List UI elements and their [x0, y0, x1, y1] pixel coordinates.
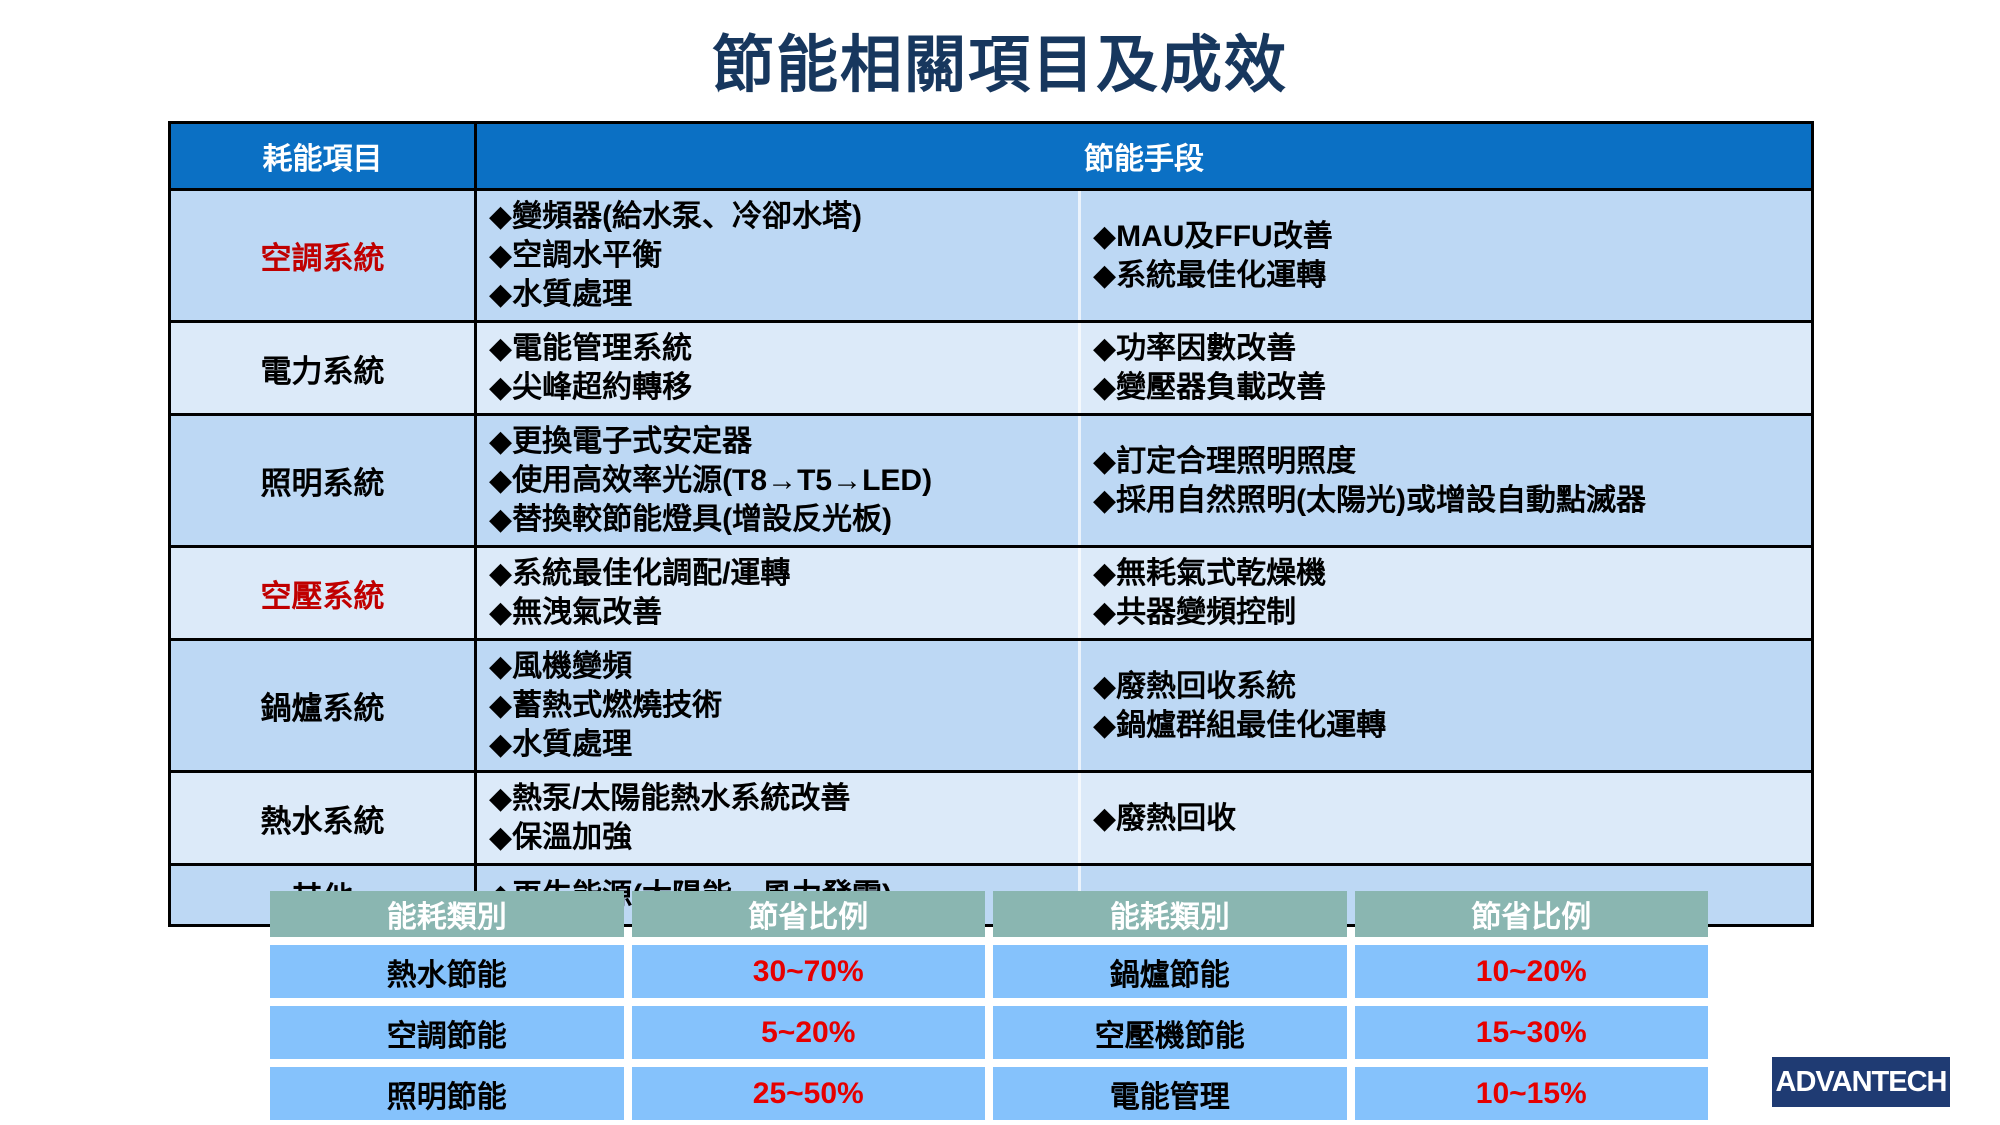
- method-item: ◆採用自然照明(太陽光)或增設自動點滅器: [1093, 483, 1647, 517]
- advantech-logo-text: ADVANTECH: [1775, 1065, 1948, 1098]
- method-item: ◆鍋爐群組最佳化運轉: [1093, 708, 1387, 742]
- summary-category-cell: 空壓機節能: [993, 1006, 1347, 1059]
- table-row: 鍋爐系統 ◆風機變頻 ◆蓄熱式燃燒技術 ◆水質處理 ◆廢熱回收系統 ◆鍋爐群組最佳化運轉: [171, 638, 1811, 770]
- summary-category-cell: 照明節能: [270, 1067, 624, 1120]
- method-item: ◆系統最佳化運轉: [1093, 258, 1327, 292]
- methods-cell: ◆無耗氣式乾燥機 ◆共器變頻控制: [1081, 548, 1811, 638]
- summary-percentage-cell: 30~70%: [631, 945, 985, 998]
- table-row: 電力系統 ◆電能管理系統 ◆尖峰超約轉移 ◆功率因數改善 ◆變壓器負載改善: [171, 320, 1811, 413]
- summary-percentage-cell: 5~20%: [631, 1006, 985, 1059]
- method-item: ◆水質處理: [489, 278, 633, 311]
- method-item: ◆熱泵/太陽能熱水系統改善: [489, 782, 851, 815]
- summary-header-cell: 能耗類別: [270, 891, 624, 937]
- methods-cell: ◆系統最佳化調配/運轉 ◆無洩氣改善: [477, 548, 1081, 638]
- method-item: ◆保溫加強: [489, 821, 633, 854]
- table-body: 空調系統 ◆變頻器(給水泵、冷卻水塔) ◆空調水平衡 ◆水質處理 ◆MAU及FFU改善 ◆…: [171, 188, 1811, 924]
- method-item: ◆共器變頻控制: [1093, 596, 1297, 629]
- summary-percentage-cell: 10~20%: [1354, 945, 1708, 998]
- page-title: 節能相關項目及成效: [711, 31, 1288, 100]
- method-item: ◆功率因數改善: [1093, 332, 1297, 365]
- method-item: ◆無耗氣式乾燥機: [1093, 557, 1327, 590]
- method-item: ◆替換較節能燈具(增設反光板): [489, 503, 893, 536]
- row-label: 空壓系統: [171, 548, 477, 638]
- advantech-logo: ADVANTECH: [1772, 1057, 1950, 1107]
- method-item: ◆蓄熱式燃燒技術: [489, 689, 723, 722]
- method-item: ◆空調水平衡: [489, 239, 663, 272]
- summary-percentage-cell: 25~50%: [631, 1067, 985, 1120]
- method-item: ◆系統最佳化調配/運轉: [489, 557, 791, 590]
- table-row: 熱水系統 ◆熱泵/太陽能熱水系統改善 ◆保溫加強 ◆廢熱回收: [171, 770, 1811, 863]
- row-label: 空調系統: [171, 191, 477, 320]
- row-label: 熱水系統: [171, 773, 477, 863]
- method-item: ◆水質處理: [489, 728, 633, 761]
- row-label: 鍋爐系統: [171, 641, 477, 770]
- summary-category-cell: 電能管理: [993, 1067, 1347, 1120]
- method-item: ◆更換電子式安定器: [489, 425, 753, 458]
- summary-header-cell: 節省比例: [631, 891, 985, 937]
- table-header-row: 耗能項目 節能手段: [171, 124, 1811, 188]
- summary-percentage-cell: 15~30%: [1354, 1006, 1708, 1059]
- methods-cell: ◆更換電子式安定器 ◆使用高效率光源(T8→T5→LED) ◆替換較節能燈具(增設反…: [477, 416, 1081, 545]
- methods-cell: ◆廢熱回收: [1081, 773, 1811, 863]
- savings-summary-table: 能耗類別 節省比例 能耗類別 節省比例 熱水節能 30~70% 鍋爐節能 10~20% 空調節能…: [270, 891, 1708, 1120]
- summary-category-cell: 熱水節能: [270, 945, 624, 998]
- methods-cell: ◆熱泵/太陽能熱水系統改善 ◆保溫加強: [477, 773, 1081, 863]
- row-label: 照明系統: [171, 416, 477, 545]
- table-row: 照明系統 ◆更換電子式安定器 ◆使用高效率光源(T8→T5→LED) ◆替換較節能燈具…: [171, 413, 1811, 545]
- method-item: ◆廢熱回收: [1093, 801, 1237, 835]
- methods-cell: ◆MAU及FFU改善 ◆系統最佳化運轉: [1081, 191, 1811, 320]
- summary-percentage-cell: 10~15%: [1354, 1067, 1708, 1120]
- methods-cell: ◆訂定合理照明照度 ◆採用自然照明(太陽光)或增設自動點滅器: [1081, 416, 1811, 545]
- method-item: ◆使用高效率光源(T8→T5→LED): [489, 464, 933, 497]
- methods-cell: ◆電能管理系統 ◆尖峰超約轉移: [477, 323, 1081, 413]
- method-item: ◆變壓器負載改善: [1093, 371, 1327, 404]
- method-item: ◆廢熱回收系統: [1093, 669, 1297, 703]
- summary-header-cell: 能耗類別: [993, 891, 1347, 937]
- methods-cell: ◆風機變頻 ◆蓄熱式燃燒技術 ◆水質處理: [477, 641, 1081, 770]
- method-item: ◆風機變頻: [489, 650, 633, 683]
- methods-cell: ◆廢熱回收系統 ◆鍋爐群組最佳化運轉: [1081, 641, 1811, 770]
- methods-cell: ◆變頻器(給水泵、冷卻水塔) ◆空調水平衡 ◆水質處理: [477, 191, 1081, 320]
- method-item: ◆尖峰超約轉移: [489, 371, 693, 404]
- row-label: 電力系統: [171, 323, 477, 413]
- header-saving-methods: 節能手段: [1084, 143, 1204, 176]
- method-item: ◆訂定合理照明照度: [1093, 444, 1357, 478]
- method-item: ◆變頻器(給水泵、冷卻水塔): [489, 200, 863, 233]
- method-item: ◆MAU及FFU改善: [1093, 219, 1333, 253]
- summary-category-cell: 鍋爐節能: [993, 945, 1347, 998]
- table-row: 空調系統 ◆變頻器(給水泵、冷卻水塔) ◆空調水平衡 ◆水質處理 ◆MAU及FFU改善 ◆…: [171, 188, 1811, 320]
- summary-header-cell: 節省比例: [1354, 891, 1708, 937]
- methods-cell: ◆功率因數改善 ◆變壓器負載改善: [1081, 323, 1811, 413]
- method-item: ◆電能管理系統: [489, 332, 693, 365]
- method-item: ◆無洩氣改善: [489, 596, 663, 629]
- header-energy-item: 耗能項目: [171, 124, 477, 188]
- summary-category-cell: 空調節能: [270, 1006, 624, 1059]
- table-row: 空壓系統 ◆系統最佳化調配/運轉 ◆無洩氣改善 ◆無耗氣式乾燥機 ◆共器變頻控制: [171, 545, 1811, 638]
- energy-projects-table: 耗能項目 節能手段 空調系統 ◆變頻器(給水泵、冷卻水塔) ◆空調水平衡 ◆水質處理 ◆…: [168, 121, 1814, 927]
